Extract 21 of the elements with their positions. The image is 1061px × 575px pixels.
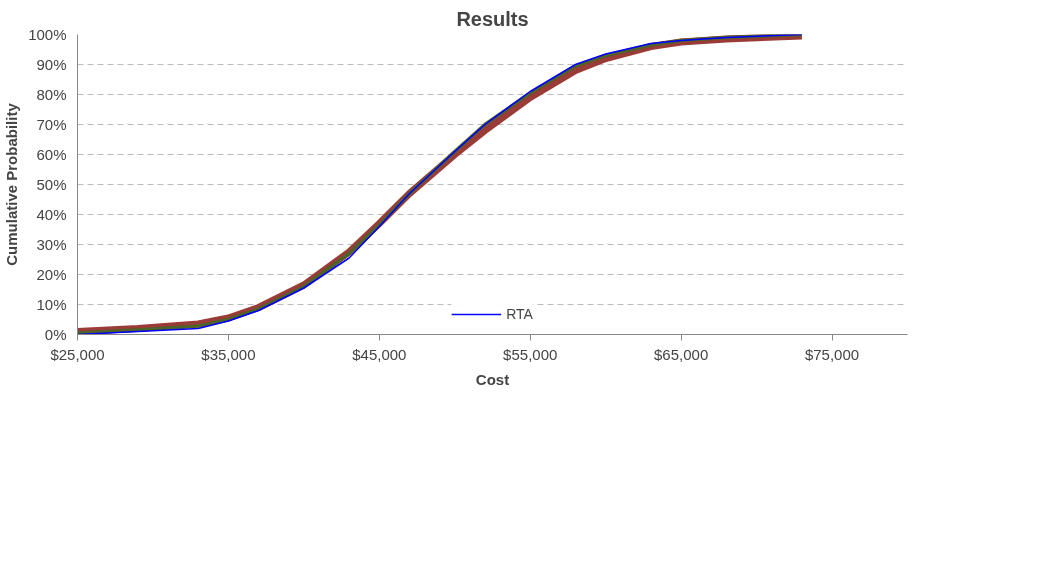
y-tick-label: 10% (36, 296, 67, 313)
y-axis-title: Cumulative Probability (3, 102, 21, 266)
x-tick-label: $55,000 (503, 345, 558, 363)
y-tick-label: 90% (36, 56, 67, 73)
x-tick-label: $75,000 (804, 345, 860, 363)
y-tick-label: 30% (36, 236, 67, 253)
x-tick-label: $25,000 (50, 345, 105, 363)
chart-title: Results (456, 7, 529, 30)
y-tick-label: 80% (36, 86, 67, 103)
x-tick-label: $65,000 (654, 345, 709, 363)
legend-label: RTA (506, 306, 533, 322)
y-tick-label: 40% (36, 206, 67, 223)
y-tick-label: 0% (44, 326, 67, 343)
x-tick-label: $35,000 (201, 345, 256, 363)
y-tick-label: 20% (36, 266, 67, 283)
y-tick-label: 70% (36, 116, 67, 133)
x-tick-label: $45,000 (352, 345, 407, 363)
y-tick-label: 60% (36, 146, 67, 163)
y-tick-label: 50% (36, 176, 67, 193)
x-axis-title: Cost (475, 370, 510, 388)
y-tick-label: 100% (28, 26, 67, 43)
